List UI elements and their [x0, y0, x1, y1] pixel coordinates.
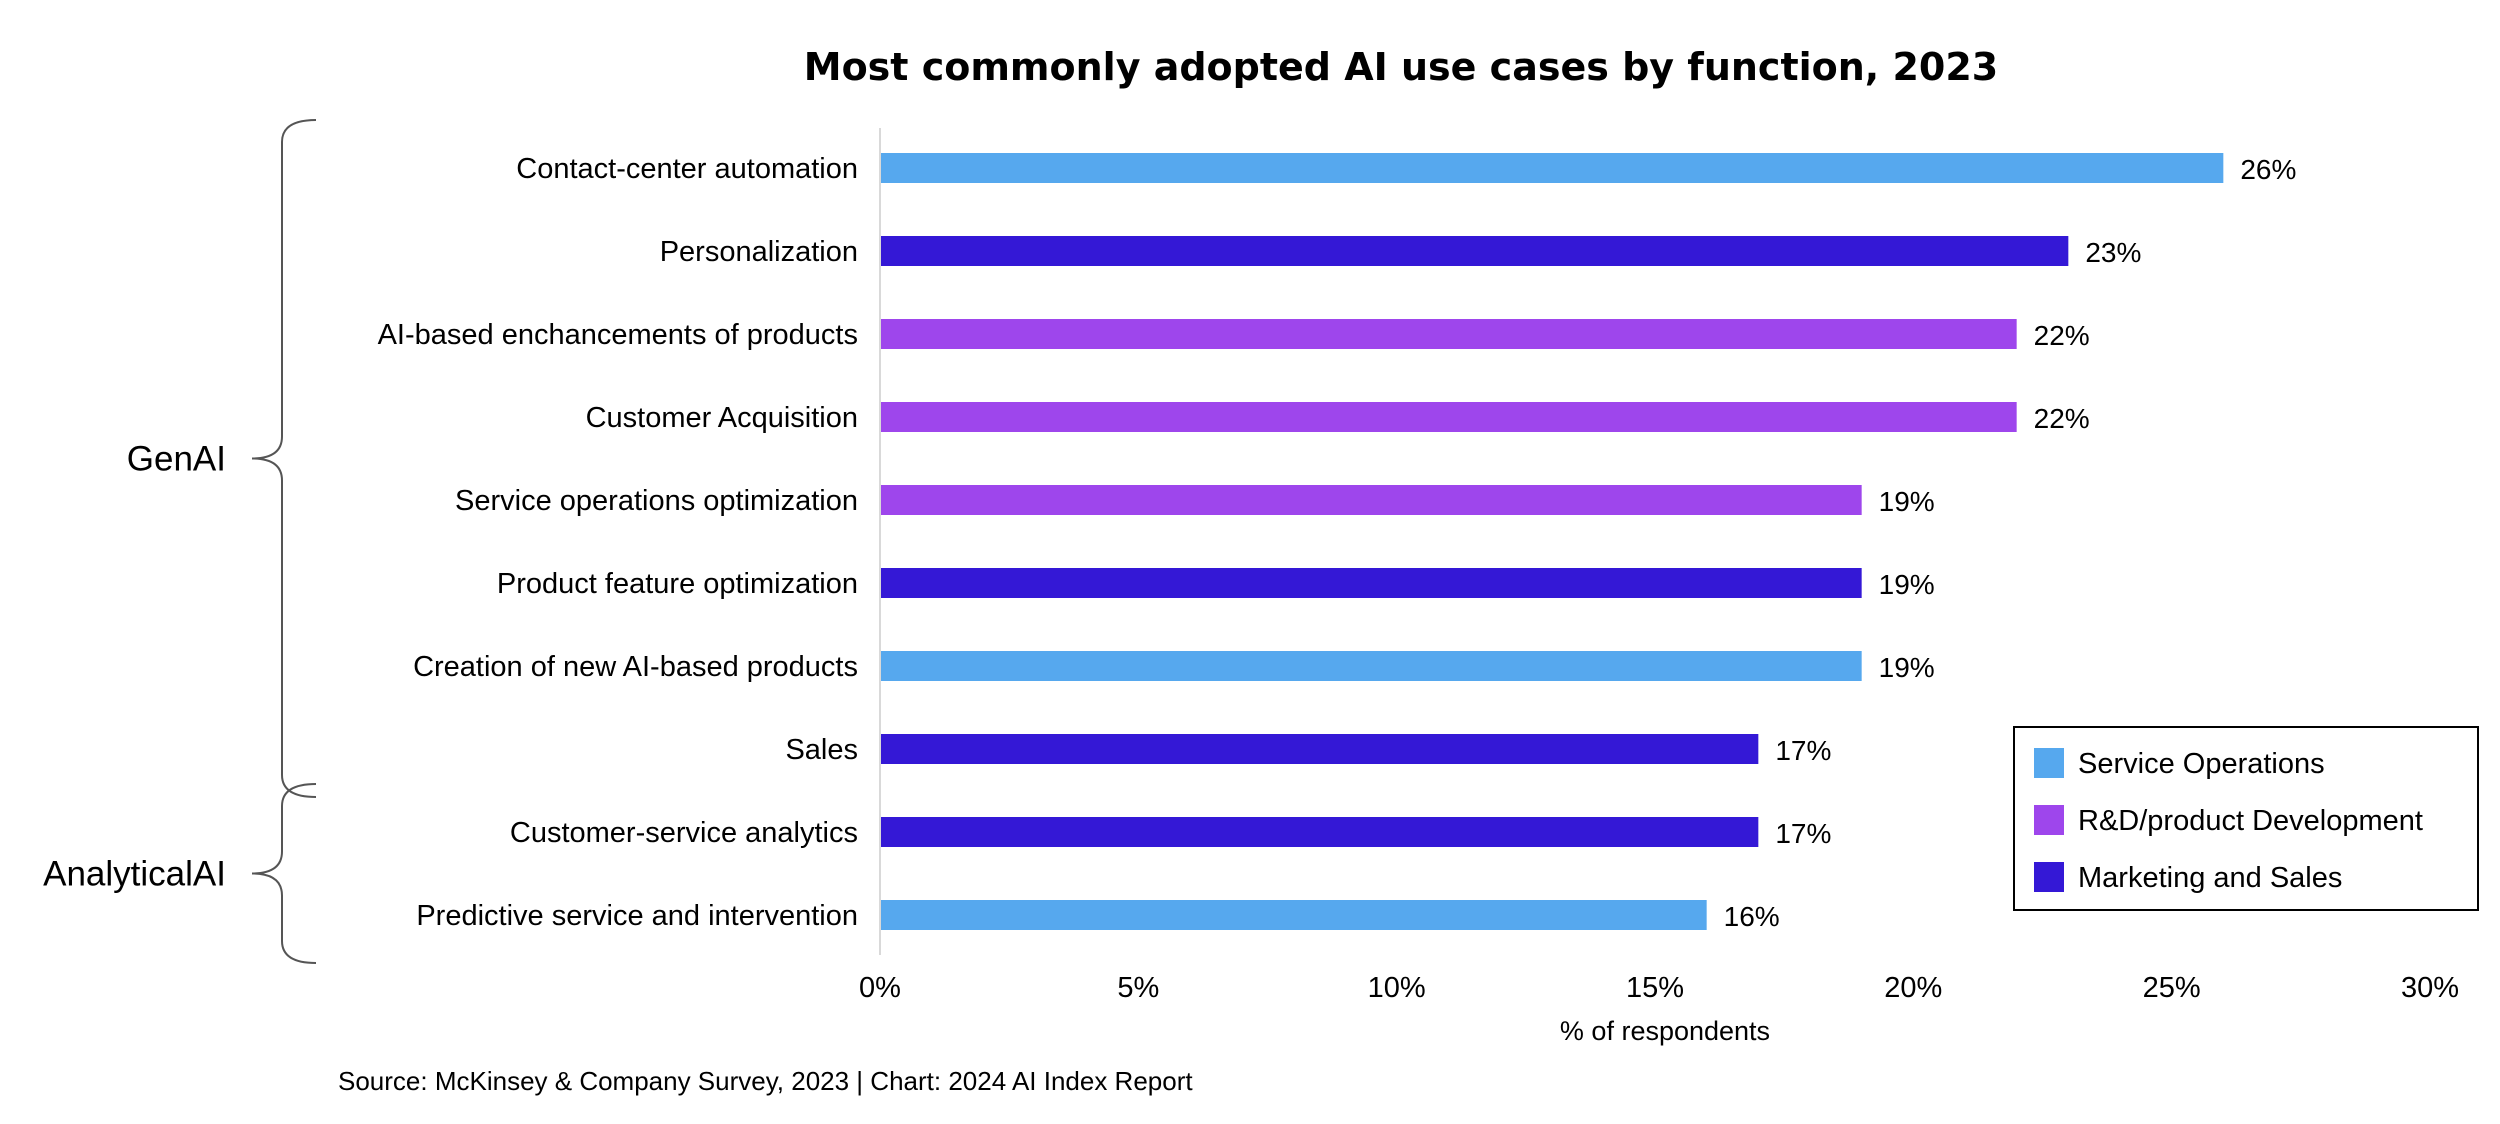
group-bracket: [251, 783, 317, 964]
bar-2: [881, 236, 2069, 266]
bar-7: [881, 651, 1862, 681]
x-tick-label: 15%: [1626, 972, 1684, 1004]
x-tick-label: 0%: [859, 972, 901, 1004]
bar-10: [881, 900, 1707, 930]
category-label: Service operations optimization: [455, 485, 858, 517]
x-tick-label: 30%: [2401, 972, 2459, 1004]
category-label: Customer Acquisition: [586, 402, 858, 434]
group-brackets: GenAI AnalyticalAI: [43, 119, 317, 964]
value-label: 19%: [1879, 486, 1935, 517]
chart-title: Most commonly adopted AI use cases by fu…: [804, 45, 1998, 89]
category-label: Personalization: [660, 236, 858, 268]
legend-swatch: [2034, 862, 2064, 892]
x-tick-label: 25%: [2143, 972, 2201, 1004]
value-label: 23%: [2085, 237, 2141, 268]
category-label: Contact-center automation: [516, 153, 858, 185]
value-label: 17%: [1775, 735, 1831, 766]
bar-8: [881, 734, 1759, 764]
legend: Service Operations R&D/product Developmen…: [2013, 726, 2479, 911]
legend-box: [2013, 726, 2479, 911]
value-label: 22%: [2034, 320, 2090, 351]
legend-label: Marketing and Sales: [2078, 862, 2342, 894]
source-note: Source: McKinsey & Company Survey, 2023 …: [338, 1066, 1193, 1096]
legend-swatch: [2034, 805, 2064, 835]
category-label: Sales: [785, 734, 858, 766]
group-label: AnalyticalAI: [43, 855, 226, 894]
bar-6: [881, 568, 1862, 598]
category-label: Product feature optimization: [497, 568, 858, 600]
bar-3: [881, 319, 2017, 349]
value-label: 16%: [1724, 901, 1780, 932]
category-label: Predictive service and intervention: [416, 900, 858, 932]
category-label: AI-based enchancements of products: [378, 319, 858, 351]
group-label: GenAI: [127, 440, 226, 479]
x-axis-title: % of respondents: [1560, 1016, 1770, 1046]
legend-label: R&D/product Development: [2078, 805, 2423, 837]
x-axis: 0% 5% 10% 15% 20% 25% 30%: [859, 972, 2459, 1004]
bar-4: [881, 402, 2017, 432]
group-bracket: [251, 119, 317, 798]
x-tick-label: 5%: [1117, 972, 1159, 1004]
value-label: 22%: [2034, 403, 2090, 434]
bar-1: [881, 153, 2224, 183]
value-label: 26%: [2240, 154, 2296, 185]
bar-5: [881, 485, 1862, 515]
x-tick-label: 10%: [1368, 972, 1426, 1004]
x-tick-label: 20%: [1884, 972, 1942, 1004]
bars-layer: Contact-center automation 26% Personalizat…: [378, 153, 2296, 932]
legend-label: Service Operations: [2078, 748, 2325, 780]
category-label: Customer-service analytics: [510, 817, 858, 849]
value-label: 19%: [1879, 569, 1935, 600]
legend-swatch: [2034, 748, 2064, 778]
value-label: 19%: [1879, 652, 1935, 683]
bar-9: [881, 817, 1759, 847]
value-label: 17%: [1775, 818, 1831, 849]
category-label: Creation of new AI-based products: [413, 651, 858, 683]
